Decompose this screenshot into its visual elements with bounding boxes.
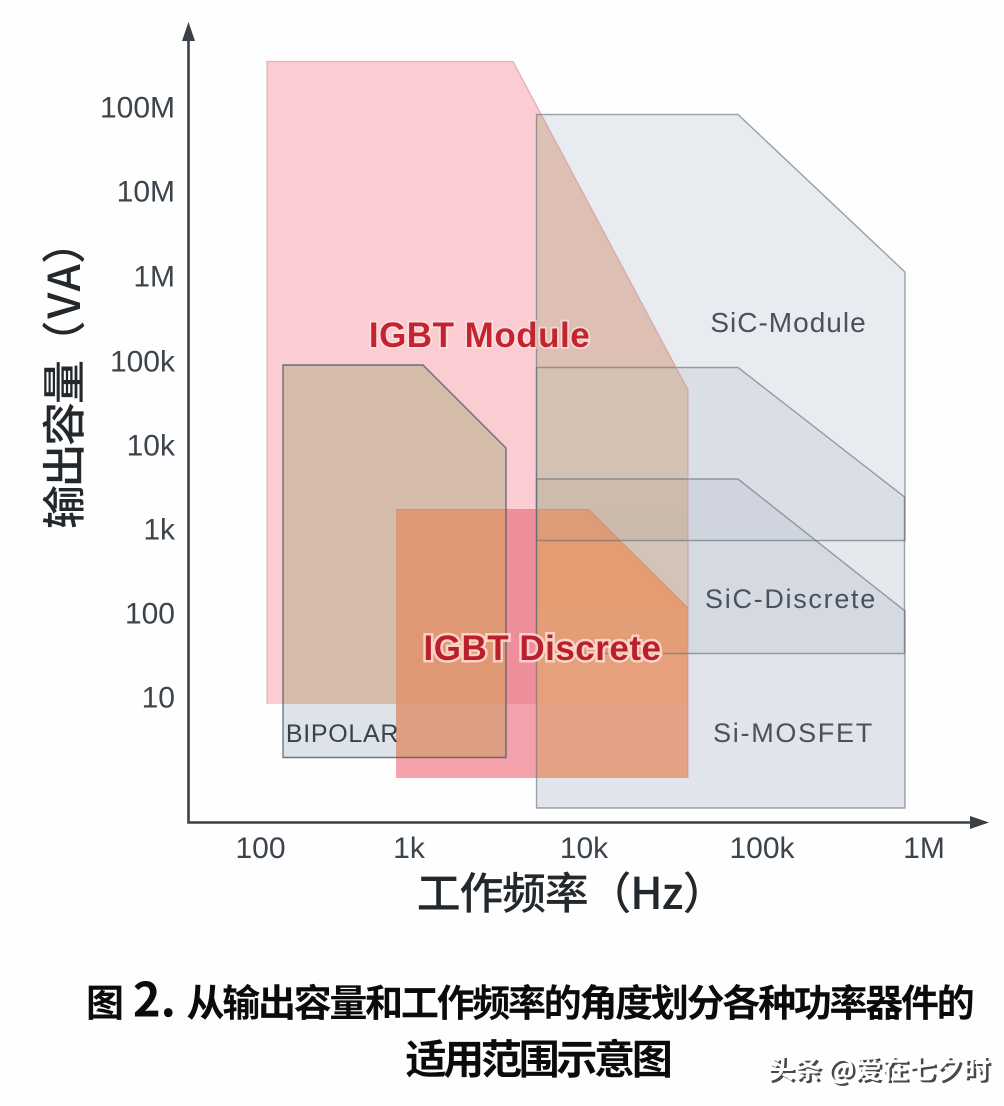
svg-text:IGBT Module: IGBT Module: [369, 316, 590, 355]
svg-text:10k: 10k: [127, 430, 176, 463]
svg-text:IGBT Discrete: IGBT Discrete: [424, 629, 662, 668]
svg-text:100k: 100k: [729, 832, 795, 865]
svg-text:100M: 100M: [100, 92, 175, 125]
svg-text:10: 10: [142, 682, 175, 715]
svg-text:SiC-Discrete: SiC-Discrete: [705, 584, 877, 614]
svg-text:10M: 10M: [117, 176, 175, 209]
svg-text:100: 100: [235, 832, 285, 865]
svg-text:100: 100: [125, 598, 175, 631]
svg-text:100k: 100k: [110, 346, 176, 379]
svg-text:1M: 1M: [133, 261, 175, 294]
svg-text:BIPOLAR: BIPOLAR: [286, 720, 399, 748]
svg-text:1k: 1k: [143, 514, 176, 547]
svg-text:SiC-Module: SiC-Module: [710, 307, 866, 338]
svg-text:1k: 1k: [393, 832, 426, 865]
svg-text:10k: 10k: [560, 832, 609, 865]
svg-text:1M: 1M: [903, 832, 945, 865]
svg-text:Si-MOSFET: Si-MOSFET: [713, 718, 874, 748]
